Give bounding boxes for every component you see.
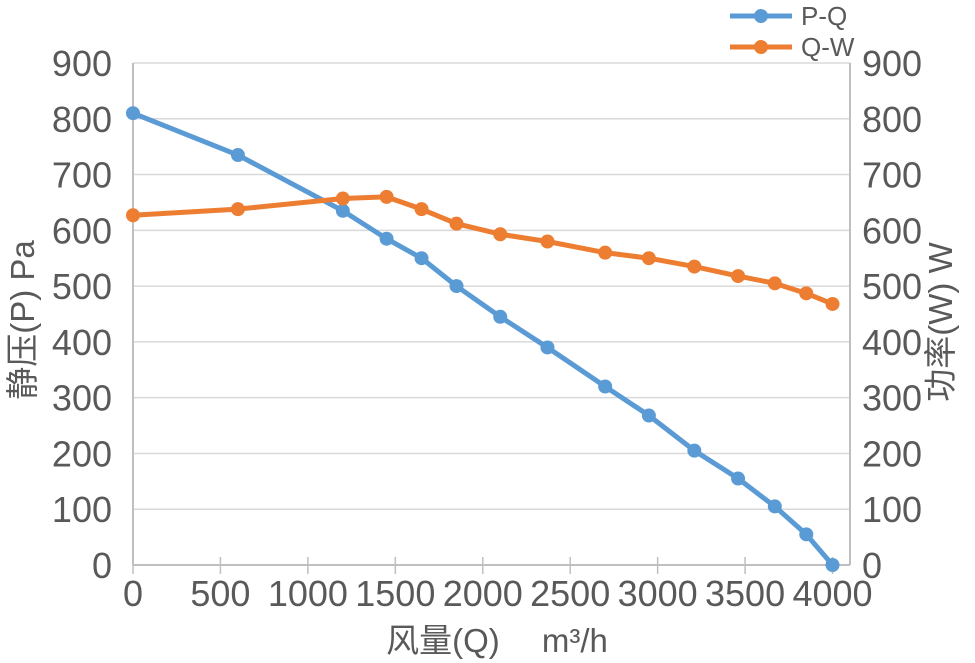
pq-series-marker <box>767 499 782 514</box>
x-tick-label: 3000 <box>618 573 698 614</box>
qw-series-marker <box>449 216 464 231</box>
legend-label: Q-W <box>801 32 855 62</box>
qw-series-marker <box>414 202 429 217</box>
qw-series-marker <box>799 286 814 301</box>
x-tick-label: 2000 <box>443 573 523 614</box>
qw-series-marker <box>825 296 840 311</box>
pq-series-marker <box>379 231 394 246</box>
qw-series-marker <box>493 227 508 242</box>
legend-label: P-Q <box>801 1 847 31</box>
x-tick-label: 4000 <box>792 573 872 614</box>
pq-series-marker <box>335 203 350 218</box>
qw-series-marker <box>731 269 746 284</box>
axes-group <box>132 63 851 574</box>
tick-labels-group: 0 500 1000 1500 2000 2500 3000 3500 400001002003… <box>52 43 922 614</box>
y-tick-label-right: 600 <box>862 210 922 251</box>
legend-marker-swatch <box>754 40 768 54</box>
y-tick-label-right: 0 <box>862 545 882 586</box>
x-tick-label: 1500 <box>355 573 435 614</box>
pq-series-marker <box>641 408 656 423</box>
x-tick-label: 500 <box>190 573 250 614</box>
pq-series-marker <box>825 558 840 572</box>
x-tick-label: 1000 <box>268 573 348 614</box>
pq-series-marker <box>540 340 555 355</box>
qw-series-marker <box>540 234 555 249</box>
pq-series-line <box>130 110 836 568</box>
pq-series-marker <box>598 379 613 394</box>
y-tick-label-right: 300 <box>862 378 922 419</box>
y-tick-label-left: 900 <box>52 43 112 84</box>
series-group <box>126 106 840 572</box>
y-tick-label-left: 600 <box>52 210 112 251</box>
gridlines-group <box>133 62 850 566</box>
y-tick-label-right: 700 <box>862 155 922 196</box>
pq-series-marker <box>230 148 245 163</box>
y-tick-label-right: 500 <box>862 266 922 307</box>
qw-series-marker <box>379 189 394 204</box>
y-axis-title-right: 功率(W) W <box>922 241 959 401</box>
y-tick-label-left: 100 <box>52 489 112 530</box>
pq-series-marker <box>414 251 429 266</box>
qw-series-marker <box>230 202 245 217</box>
x-axis-title: 风量(Q) m³/h <box>386 622 608 659</box>
y-tick-label-right: 800 <box>862 99 922 140</box>
x-tick-label: 2500 <box>530 573 610 614</box>
legend-marker-swatch <box>754 9 768 23</box>
y-tick-label-right: 400 <box>862 322 922 363</box>
qw-series-marker <box>687 259 702 274</box>
legend-item: P-Q <box>730 1 847 31</box>
x-tick-label: 0 <box>123 573 143 614</box>
y-tick-label-left: 700 <box>52 155 112 196</box>
pq-series-marker <box>493 309 508 324</box>
y-tick-label-left: 0 <box>92 545 112 586</box>
y-axis-title-left: 静压(P) Pa <box>4 240 41 400</box>
qw-series-marker <box>767 276 782 291</box>
legend: P-QQ-W <box>730 1 855 62</box>
pq-series-marker <box>731 471 746 486</box>
pq-series-marker <box>799 527 814 542</box>
qw-series-marker <box>598 245 613 260</box>
y-tick-label-left: 300 <box>52 378 112 419</box>
y-tick-label-left: 400 <box>52 322 112 363</box>
qw-series-marker <box>126 208 140 223</box>
pq-series-marker <box>449 279 464 294</box>
x-tick-label: 3500 <box>705 573 785 614</box>
qw-series-marker <box>641 251 656 266</box>
y-tick-label-right: 200 <box>862 433 922 474</box>
y-tick-label-left: 800 <box>52 99 112 140</box>
y-tick-label-right: 900 <box>862 43 922 84</box>
qw-series-marker <box>335 191 350 206</box>
pq-series-marker <box>687 443 702 458</box>
y-tick-label-right: 100 <box>862 489 922 530</box>
pq-series-marker <box>126 106 140 121</box>
y-tick-label-left: 500 <box>52 266 112 307</box>
legend-item: Q-W <box>730 32 855 62</box>
y-tick-label-left: 200 <box>52 433 112 474</box>
